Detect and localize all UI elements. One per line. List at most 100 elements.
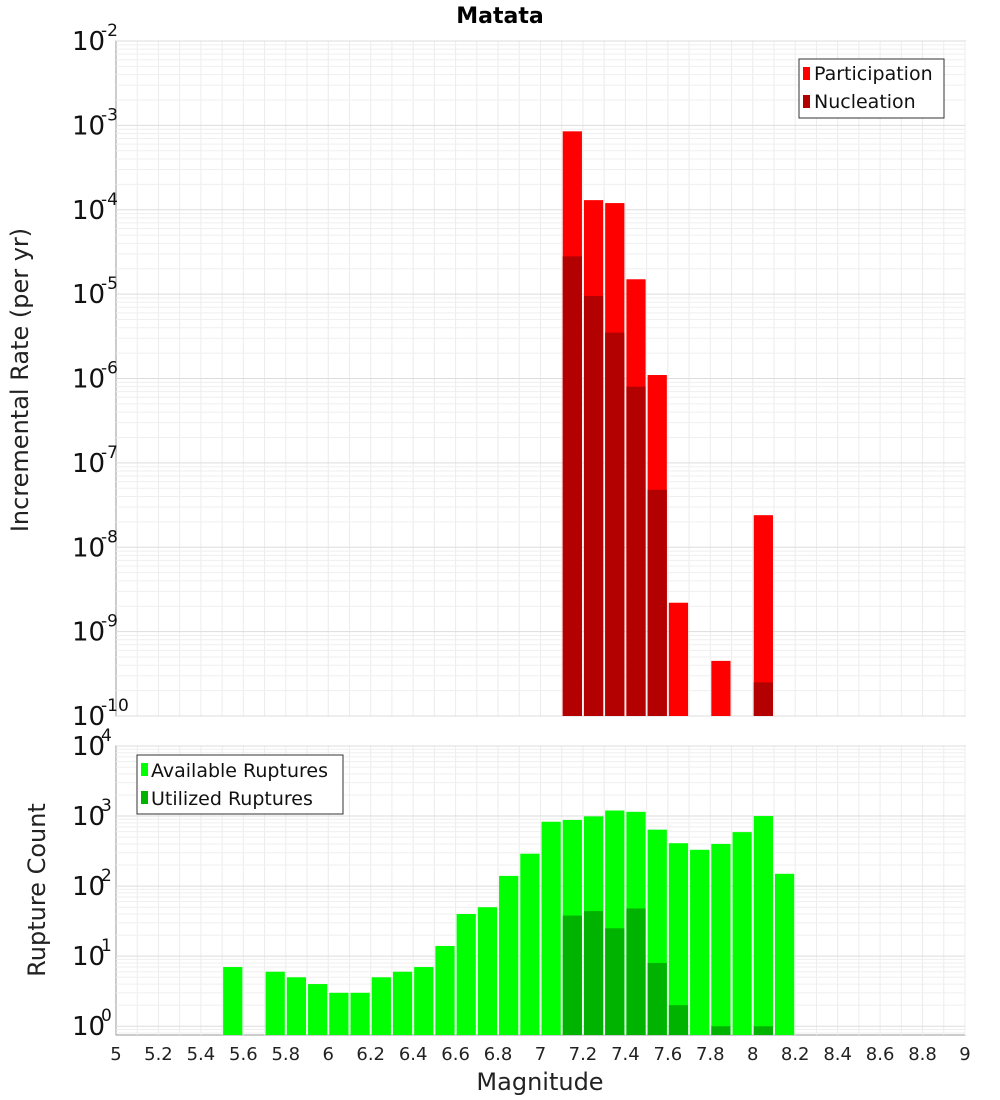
- utilized-ruptures-bar: [753, 1026, 773, 1035]
- available-ruptures-bar: [499, 875, 519, 1035]
- count-legend-box: [136, 754, 344, 815]
- available-ruptures-bar: [414, 967, 434, 1035]
- available-ruptures-bar: [435, 945, 455, 1035]
- nucleation-bar: [583, 296, 604, 716]
- participation-legend-label: Participation: [814, 63, 933, 85]
- x-tick-label: 6: [323, 1044, 334, 1065]
- y-tick-label-base: 10: [72, 111, 105, 141]
- available-ruptures-bar: [477, 907, 498, 1035]
- rate-y-axis-label: Incremental Rate (per yr): [6, 228, 34, 532]
- available-legend-swatch: [141, 763, 148, 776]
- nucleation-bar: [753, 682, 773, 716]
- available-ruptures-bar: [286, 977, 307, 1035]
- y-tick-label-base: 10: [72, 449, 105, 479]
- available-ruptures-bar: [456, 914, 476, 1035]
- y-tick-label-exponent: -4: [101, 190, 118, 210]
- nucleation-bar: [562, 256, 582, 716]
- x-tick-label: 7.4: [611, 1044, 640, 1065]
- utilized-ruptures-bar: [583, 911, 604, 1035]
- nucleation-legend-swatch: [803, 95, 810, 108]
- available-ruptures-bar: [541, 821, 561, 1035]
- nucleation-legend-label: Nucleation: [814, 91, 916, 113]
- rate-y-tick-labels: 10-210-310-410-510-610-710-810-910-10: [72, 21, 129, 732]
- x-tick-label: 6.2: [356, 1044, 385, 1065]
- x-tick-label: 8: [747, 1044, 758, 1065]
- y-tick-label-exponent: -10: [101, 696, 129, 716]
- utilized-ruptures-bar: [711, 1026, 731, 1035]
- utilized-ruptures-bar: [668, 1005, 689, 1035]
- nucleation-bar: [605, 332, 625, 716]
- y-tick-label-exponent: -5: [101, 274, 118, 294]
- x-tick-label: 5: [110, 1044, 121, 1065]
- y-tick-label-base: 10: [72, 280, 105, 310]
- available-ruptures-bar: [711, 843, 731, 1035]
- x-tick-label: 8.8: [908, 1044, 937, 1065]
- utilized-ruptures-bar: [647, 962, 667, 1035]
- x-tick-label: 6.6: [441, 1044, 470, 1065]
- rate-panel: 10-210-310-410-510-610-710-810-910-10 In…: [6, 21, 966, 732]
- participation-bar: [668, 602, 689, 716]
- x-tick-label: 5.2: [144, 1044, 173, 1065]
- x-tick-label: 7.8: [696, 1044, 725, 1065]
- x-tick-label: 9: [959, 1044, 970, 1065]
- available-ruptures-bar: [753, 816, 773, 1035]
- x-tick-label: 5.4: [187, 1044, 216, 1065]
- y-tick-label-exponent: 3: [101, 796, 112, 816]
- rate-legend: Participation Nucleation: [798, 58, 945, 119]
- count-bars: [223, 810, 795, 1035]
- y-tick-label-exponent: -6: [101, 359, 118, 379]
- rate-gridlines: [116, 40, 966, 717]
- y-tick-label-exponent: -8: [101, 527, 118, 547]
- available-ruptures-bar: [350, 992, 370, 1035]
- x-tick-label: 6.8: [484, 1044, 513, 1065]
- rate-legend-box: [798, 58, 945, 119]
- y-tick-label-exponent: -3: [101, 105, 118, 125]
- x-tick-label: 8.6: [866, 1044, 895, 1065]
- available-ruptures-bar: [265, 971, 285, 1035]
- available-ruptures-bar: [520, 853, 540, 1035]
- available-ruptures-bar: [690, 849, 710, 1035]
- y-tick-label-exponent: -2: [101, 21, 118, 41]
- x-axis-label: Magnitude: [476, 1068, 603, 1096]
- participation-bar: [711, 660, 731, 716]
- y-tick-label-base: 10: [72, 618, 105, 648]
- x-tick-label: 8.4: [823, 1044, 852, 1065]
- y-tick-label-base: 10: [72, 533, 105, 563]
- y-tick-label-exponent: 2: [101, 866, 112, 886]
- available-ruptures-bar: [329, 992, 349, 1035]
- x-tick-label: 8.2: [781, 1044, 810, 1065]
- y-tick-label-exponent: 4: [101, 726, 112, 746]
- y-tick-label-base: 10: [72, 732, 105, 762]
- utilized-ruptures-bar: [562, 915, 582, 1035]
- chart-title: Matata: [456, 4, 543, 29]
- y-tick-label-exponent: -7: [101, 443, 118, 463]
- y-tick-label-base: 10: [72, 942, 105, 972]
- x-tick-label: 7.2: [569, 1044, 598, 1065]
- nucleation-bar: [626, 386, 646, 716]
- y-tick-label-base: 10: [72, 872, 105, 902]
- available-ruptures-bar: [668, 843, 689, 1035]
- available-ruptures-bar: [223, 967, 243, 1035]
- magnitude-tick-labels: 5 5.2 5.4 5.6 5.8 6 6.2 6.4 6.6 6.8 7 7.2 7.4 7.6 7.8 8…: [110, 1044, 970, 1065]
- utilized-legend-swatch: [141, 791, 148, 804]
- x-tick-label: 7: [535, 1044, 546, 1065]
- y-tick-label-base: 10: [72, 702, 105, 732]
- y-tick-label-base: 10: [72, 1012, 105, 1042]
- participation-bar: [753, 515, 773, 716]
- count-legend: Available Ruptures Utilized Ruptures: [136, 754, 344, 815]
- utilized-legend-label: Utilized Ruptures: [151, 788, 313, 810]
- y-tick-label-base: 10: [72, 27, 105, 57]
- available-ruptures-bar: [774, 873, 795, 1035]
- available-ruptures-bar: [371, 977, 391, 1035]
- y-tick-label-base: 10: [72, 196, 105, 226]
- nucleation-bar: [647, 489, 667, 716]
- participation-legend-swatch: [803, 67, 810, 80]
- x-tick-label: 6.4: [399, 1044, 428, 1065]
- available-ruptures-bar: [308, 984, 328, 1035]
- y-tick-label-exponent: 0: [101, 1006, 112, 1026]
- y-tick-label-exponent: -9: [101, 612, 118, 632]
- y-tick-label-base: 10: [72, 802, 105, 832]
